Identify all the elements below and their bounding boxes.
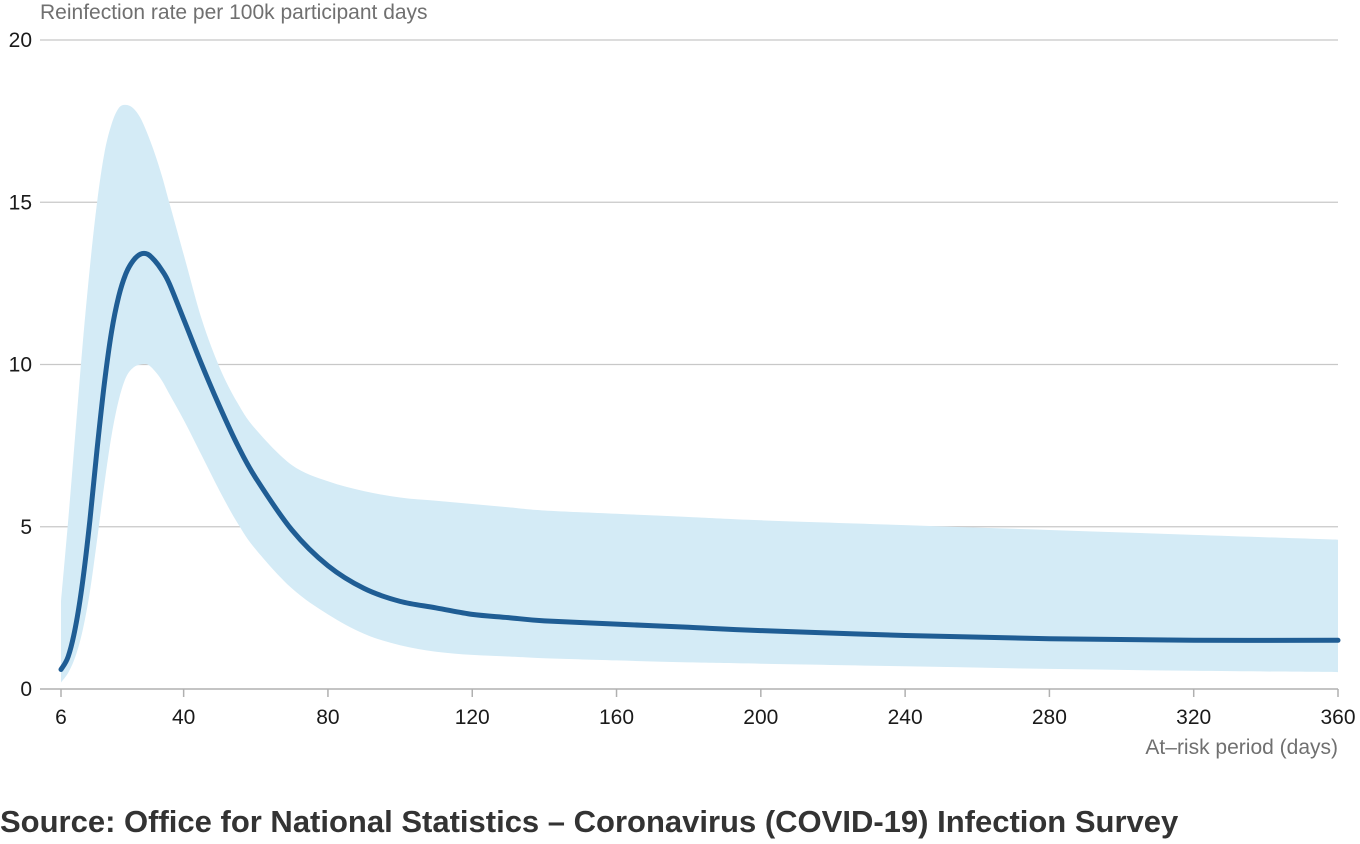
- x-tick-label: 200: [743, 706, 778, 729]
- y-tick-label: 5: [20, 516, 32, 539]
- x-tick-label: 6: [55, 706, 67, 729]
- y-axis-title: Reinfection rate per 100k participant da…: [40, 1, 428, 24]
- x-tick-label: 160: [599, 706, 634, 729]
- axes: 6 40 80 120 160 200 240 280 320 360 0 5 10 15 20: [9, 29, 1356, 729]
- y-tick-label: 20: [9, 29, 32, 52]
- confidence-interval-band: [61, 104, 1338, 683]
- x-tick-label: 120: [455, 706, 490, 729]
- source-note: Source: Office for National Statistics –…: [0, 804, 1179, 839]
- x-tick-label: 360: [1320, 706, 1355, 729]
- y-tick-label: 0: [20, 678, 32, 701]
- reinfection-rate-line: [58, 250, 1341, 672]
- x-tick-label: 40: [172, 706, 195, 729]
- y-tick-label: 15: [9, 191, 32, 214]
- x-tick-label: 80: [316, 706, 339, 729]
- x-tick-label: 320: [1176, 706, 1211, 729]
- x-axis-title: At–risk period (days): [1145, 736, 1338, 759]
- x-tick-label: 240: [888, 706, 923, 729]
- reinfection-rate-chart: 6 40 80 120 160 200 240 280 320 360 0 5 10 15 20 Reinf…: [9, 1, 1356, 759]
- y-tick-label: 10: [9, 354, 32, 377]
- x-tick-label: 280: [1032, 706, 1067, 729]
